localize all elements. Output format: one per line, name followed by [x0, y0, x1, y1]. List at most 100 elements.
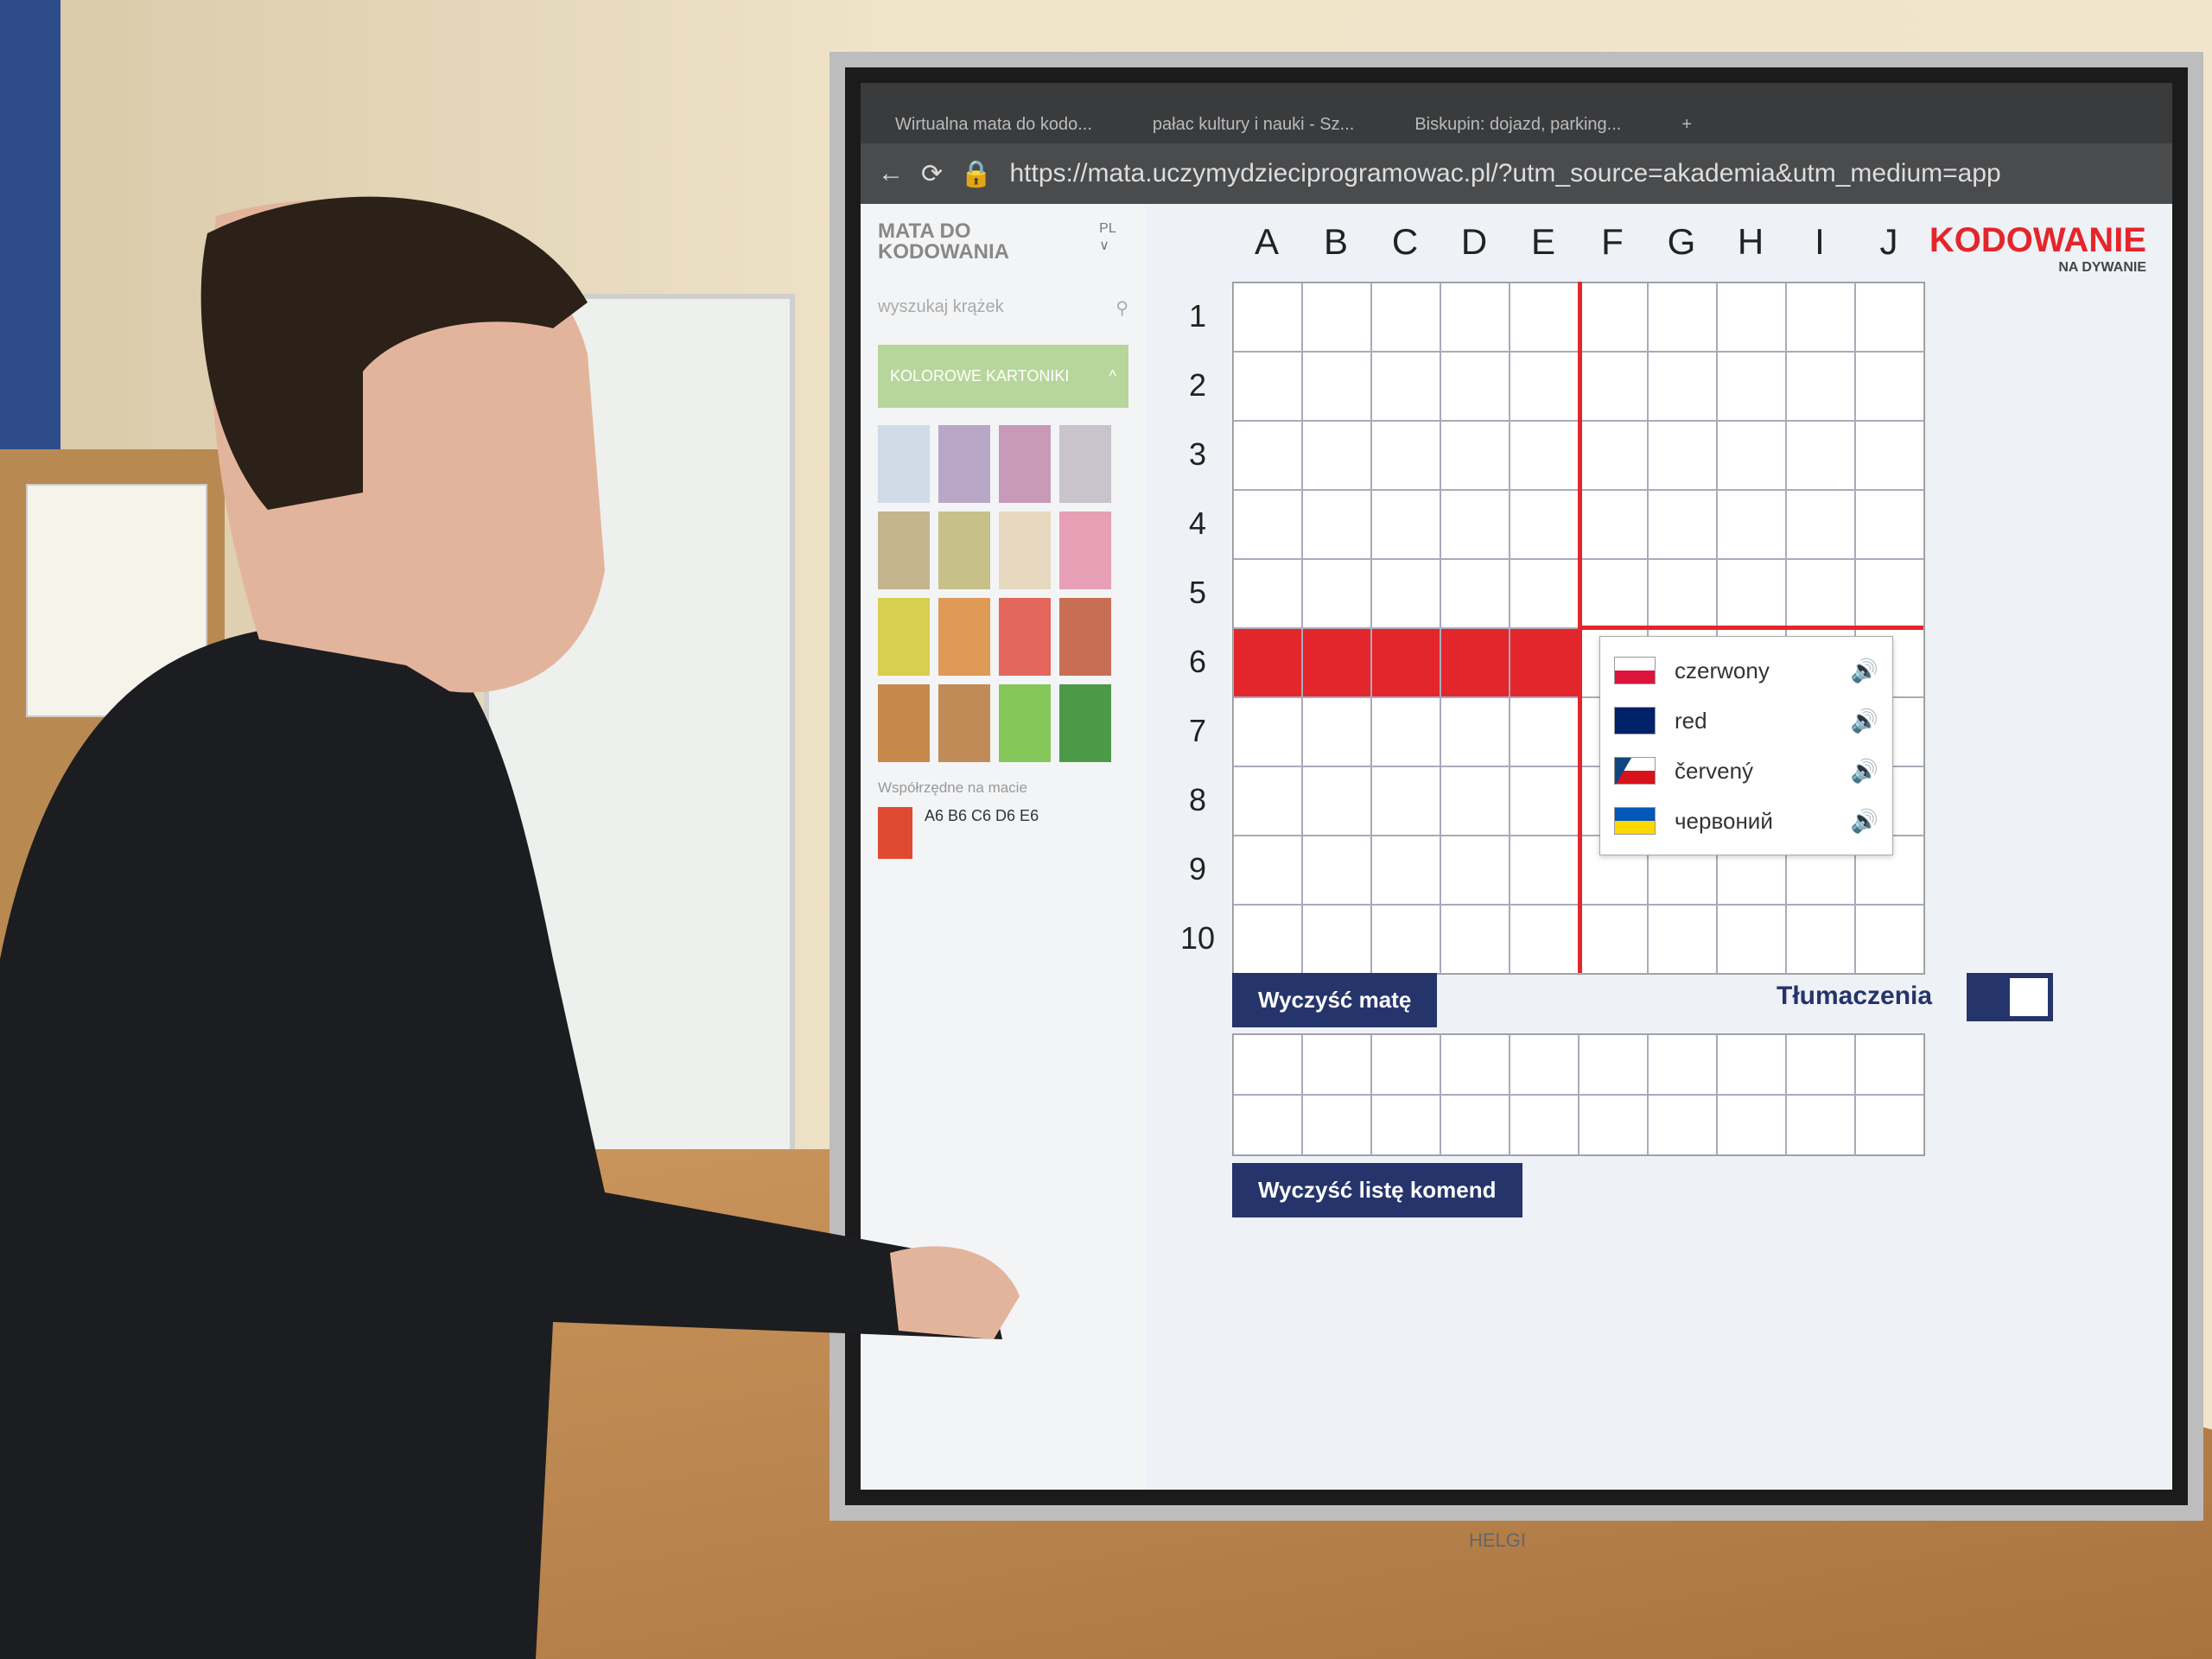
color-swatch[interactable] [878, 425, 930, 503]
mat-cell[interactable] [1510, 283, 1579, 352]
mat-cell[interactable] [1371, 766, 1440, 836]
color-swatch[interactable] [1059, 684, 1111, 762]
command-slot[interactable] [1371, 1095, 1440, 1155]
mat-cell[interactable] [1510, 836, 1579, 905]
mat-cell[interactable] [1855, 905, 1924, 974]
mat-cell[interactable] [1510, 559, 1579, 628]
mat-cell[interactable] [1440, 836, 1510, 905]
mat-cell[interactable] [1302, 283, 1371, 352]
mat-cell[interactable] [1855, 559, 1924, 628]
color-swatch[interactable] [999, 598, 1051, 676]
mat-cell[interactable] [1440, 352, 1510, 421]
clear-mat-button[interactable]: Wyczyść matę [1232, 973, 1438, 1027]
mat-cell[interactable] [1302, 421, 1371, 490]
mat-cell[interactable] [1717, 905, 1786, 974]
clear-commands-button[interactable]: Wyczyść listę komend [1232, 1163, 1522, 1217]
mat-cell[interactable] [1717, 283, 1786, 352]
mat-cell[interactable] [1440, 628, 1510, 697]
mat-cell[interactable] [1648, 283, 1717, 352]
color-swatch[interactable] [938, 512, 990, 589]
mat-cell[interactable] [1302, 766, 1371, 836]
language-select[interactable]: PL ∨ [1099, 221, 1128, 263]
color-swatch[interactable] [999, 684, 1051, 762]
command-slot[interactable] [1510, 1034, 1579, 1095]
command-slot[interactable] [1510, 1095, 1579, 1155]
mat-cell[interactable] [1371, 283, 1440, 352]
mat-cell[interactable] [1233, 905, 1302, 974]
mat-cell[interactable] [1371, 628, 1440, 697]
speaker-icon[interactable]: 🔊 [1850, 807, 1878, 834]
mat-cell[interactable] [1510, 905, 1579, 974]
mat-cell[interactable] [1302, 628, 1371, 697]
command-slot[interactable] [1440, 1095, 1510, 1155]
mat-cell[interactable] [1440, 559, 1510, 628]
color-swatch[interactable] [999, 512, 1051, 589]
color-swatch[interactable] [878, 684, 930, 762]
browser-tab[interactable]: Wirtualna mata do kodo... [895, 115, 1092, 134]
command-slot[interactable] [1233, 1034, 1302, 1095]
mat-cell[interactable] [1440, 490, 1510, 559]
command-slot[interactable] [1855, 1034, 1924, 1095]
mat-cell[interactable] [1371, 490, 1440, 559]
mat-cell[interactable] [1648, 905, 1717, 974]
new-tab-button[interactable]: + [1681, 115, 1693, 134]
mat-cell[interactable] [1302, 559, 1371, 628]
mat-cell[interactable] [1579, 559, 1648, 628]
mat-cell[interactable] [1371, 352, 1440, 421]
mat-cell[interactable] [1302, 490, 1371, 559]
mat-cell[interactable] [1786, 490, 1855, 559]
mat-cell[interactable] [1579, 421, 1648, 490]
command-slot[interactable] [1579, 1095, 1648, 1155]
mat-cell[interactable] [1233, 628, 1302, 697]
mat-cell[interactable] [1648, 559, 1717, 628]
mat-cell[interactable] [1440, 905, 1510, 974]
command-slot[interactable] [1440, 1034, 1510, 1095]
reload-icon[interactable]: ⟳ [921, 159, 944, 188]
accordion-colored-cards[interactable]: KOLOROWE KARTONIKI ^ [878, 345, 1128, 408]
mat-cell[interactable] [1579, 283, 1648, 352]
mat-cell[interactable] [1855, 283, 1924, 352]
mat-cell[interactable] [1855, 490, 1924, 559]
mat-cell[interactable] [1233, 283, 1302, 352]
color-swatch[interactable] [878, 598, 930, 676]
mat-cell[interactable] [1786, 559, 1855, 628]
speaker-icon[interactable]: 🔊 [1850, 757, 1878, 784]
mat-cell[interactable] [1371, 905, 1440, 974]
color-swatch[interactable] [938, 425, 990, 503]
mat-cell[interactable] [1510, 766, 1579, 836]
command-slot[interactable] [1302, 1034, 1371, 1095]
command-slot[interactable] [1648, 1095, 1717, 1155]
mat-cell[interactable] [1371, 697, 1440, 766]
mat-cell[interactable] [1717, 421, 1786, 490]
command-slot[interactable] [1717, 1034, 1786, 1095]
mat-cell[interactable] [1233, 352, 1302, 421]
command-slot[interactable] [1648, 1034, 1717, 1095]
color-swatch[interactable] [938, 684, 990, 762]
mat-cell[interactable] [1233, 836, 1302, 905]
mat-cell[interactable] [1371, 421, 1440, 490]
mat-cell[interactable] [1233, 697, 1302, 766]
search-icon[interactable]: ⚲ [1116, 299, 1128, 318]
mat-cell[interactable] [1648, 421, 1717, 490]
mat-cell[interactable] [1648, 490, 1717, 559]
command-slot[interactable] [1371, 1034, 1440, 1095]
mat-cell[interactable] [1302, 352, 1371, 421]
command-slot[interactable] [1579, 1034, 1648, 1095]
mat-cell[interactable] [1371, 559, 1440, 628]
mat-cell[interactable] [1510, 697, 1579, 766]
mat-cell[interactable] [1510, 352, 1579, 421]
translations-toggle[interactable] [1967, 973, 2053, 1021]
color-swatch[interactable] [938, 598, 990, 676]
url-text[interactable]: https://mata.uczymydzieciprogramowac.pl/… [1009, 159, 2001, 188]
mat-cell[interactable] [1510, 490, 1579, 559]
mat-cell[interactable] [1440, 421, 1510, 490]
mat-cell[interactable] [1440, 766, 1510, 836]
speaker-icon[interactable]: 🔊 [1850, 707, 1878, 734]
mat-cell[interactable] [1302, 905, 1371, 974]
mat-cell[interactable] [1717, 559, 1786, 628]
command-slot[interactable] [1233, 1095, 1302, 1155]
mat-cell[interactable] [1717, 490, 1786, 559]
mat-cell[interactable] [1786, 352, 1855, 421]
mat-cell[interactable] [1579, 905, 1648, 974]
mat-cell[interactable] [1510, 421, 1579, 490]
